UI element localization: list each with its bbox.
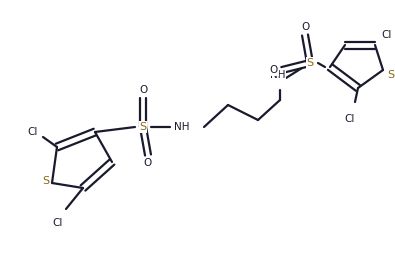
Text: NH: NH xyxy=(174,122,190,132)
Text: O: O xyxy=(144,158,152,168)
Text: NH: NH xyxy=(270,70,286,80)
Text: O: O xyxy=(270,65,278,75)
Text: S: S xyxy=(307,58,314,68)
Text: Cl: Cl xyxy=(345,114,355,124)
Text: O: O xyxy=(301,22,309,32)
Text: Cl: Cl xyxy=(28,127,38,137)
Text: S: S xyxy=(42,176,49,186)
Text: O: O xyxy=(139,85,147,95)
Text: S: S xyxy=(387,70,395,80)
Text: Cl: Cl xyxy=(53,218,63,228)
Text: S: S xyxy=(139,122,147,132)
Text: Cl: Cl xyxy=(382,30,392,40)
